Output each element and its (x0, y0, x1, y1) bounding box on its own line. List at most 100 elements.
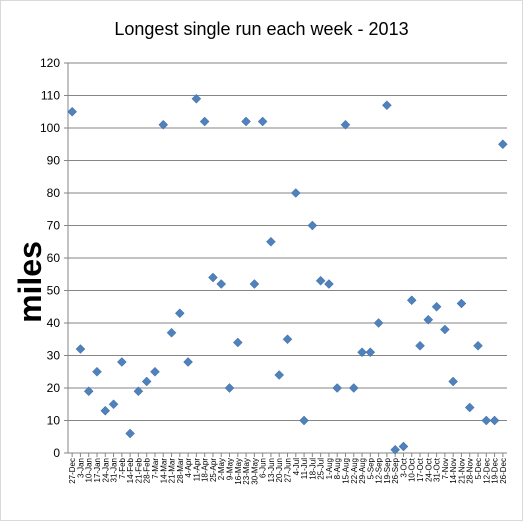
x-tick-label: 7-Mar (151, 458, 160, 479)
data-point (398, 441, 409, 452)
data-point (274, 370, 285, 380)
data-point (92, 366, 102, 377)
x-tick-label: 23-May (242, 458, 251, 485)
y-tick-label: 110 (41, 89, 60, 103)
data-point (249, 279, 260, 289)
data-point (489, 415, 500, 426)
x-tick-label: 12-Sep (375, 457, 384, 483)
y-tick-label: 0 (53, 446, 60, 460)
data-point (100, 405, 111, 416)
data-point (75, 344, 86, 354)
data-point (324, 279, 334, 289)
data-point (83, 386, 94, 397)
gridlines (68, 62, 507, 454)
data-point (208, 272, 218, 283)
data-point (174, 308, 185, 319)
x-tick-label: 15-Aug (341, 458, 350, 484)
y-tick-label: 10 (47, 414, 61, 428)
data-point (357, 347, 367, 358)
x-tick-label: 26-Sep (391, 457, 400, 483)
data-point (464, 402, 475, 413)
data-point (415, 340, 425, 351)
x-tick-label: 31-Oct (433, 457, 442, 482)
x-tick-label: 10-Oct (408, 457, 417, 482)
y-tick-label: 80 (47, 186, 61, 200)
x-axis-ticks: 27-Dec 3-Jan 10-Jan 17-Jan 24-Jan 31-Jan 7-Feb… (68, 457, 508, 484)
data-point (150, 366, 160, 377)
data-point (348, 383, 359, 393)
x-tick-label: 7-Nov (441, 458, 450, 479)
x-tick-label: 8-Aug (333, 458, 342, 479)
x-tick-label: 4-Apr (184, 458, 193, 478)
x-tick-label: 5-Sep (366, 457, 375, 479)
x-tick-label: 9-May (226, 458, 235, 480)
y-tick-label: 60 (47, 251, 61, 265)
data-point (166, 327, 177, 338)
data-points (67, 93, 508, 455)
data-point (431, 301, 442, 312)
data-point (67, 106, 77, 117)
x-tick-label: 25-Apr (209, 458, 218, 482)
y-tick-label: 120 (40, 56, 60, 70)
data-point (257, 116, 268, 127)
x-tick-label: 1-Aug (325, 458, 334, 479)
x-tick-label: 22-Aug (350, 458, 359, 484)
data-point (290, 188, 301, 198)
data-point (199, 116, 210, 127)
data-point (232, 337, 243, 348)
x-tick-label: 17-Jan (93, 458, 102, 482)
data-point (241, 116, 251, 127)
data-point (373, 318, 384, 328)
x-tick-label: 17-Oct (416, 457, 425, 482)
data-point (448, 376, 459, 387)
x-tick-label: 13-Jun (267, 458, 276, 482)
x-tick-label: 19-Dec (491, 458, 500, 484)
data-point (332, 383, 343, 393)
x-tick-label: 18-Apr (201, 458, 210, 482)
data-point (423, 314, 434, 325)
axes (64, 62, 507, 457)
data-point (365, 347, 376, 358)
x-tick-label: 11-Jul (300, 458, 309, 479)
data-point (390, 444, 401, 455)
data-point (440, 324, 450, 335)
data-point (456, 298, 467, 309)
y-tick-label: 70 (47, 219, 61, 233)
data-point (133, 386, 144, 397)
y-tick-label: 100 (40, 121, 60, 135)
data-point (307, 220, 318, 231)
chart-title: Longest single run each week - 2013 (114, 19, 409, 39)
x-tick-label: 11-Apr (192, 458, 201, 482)
x-tick-label: 7-Feb (118, 457, 127, 478)
data-point (108, 399, 119, 410)
data-point (141, 376, 152, 387)
x-tick-label: 4-Jul (292, 458, 301, 476)
x-tick-label: 28-Mar (176, 458, 185, 484)
data-point (481, 415, 492, 426)
x-tick-label: 14-Nov (449, 458, 458, 484)
data-point (183, 357, 193, 367)
data-point (498, 139, 508, 150)
x-tick-label: 2-May (217, 458, 226, 480)
x-tick-label: 25-Jul (317, 458, 326, 480)
y-tick-label: 40 (47, 316, 61, 330)
x-tick-label: 20-Jun (275, 458, 284, 482)
x-tick-label: 29-Aug (358, 458, 367, 484)
x-tick-label: 21-Feb (134, 457, 143, 483)
x-tick-label: 14-Mar (159, 458, 168, 484)
y-tick-label: 20 (47, 381, 61, 395)
x-tick-label: 10-Jan (85, 458, 94, 482)
data-point (191, 93, 202, 104)
data-point (125, 428, 135, 439)
x-tick-label: 18-Jul (308, 458, 317, 480)
x-tick-label: 31-Jan (110, 458, 119, 482)
y-tick-label: 30 (47, 349, 61, 363)
x-tick-label: 3-Jan (76, 458, 85, 478)
x-tick-label: 26-Dec (499, 458, 508, 484)
x-tick-label: 16-May (234, 458, 243, 485)
y-tick-label: 90 (47, 154, 61, 168)
x-tick-label: 21-Nov (457, 458, 466, 484)
data-point (406, 295, 417, 306)
